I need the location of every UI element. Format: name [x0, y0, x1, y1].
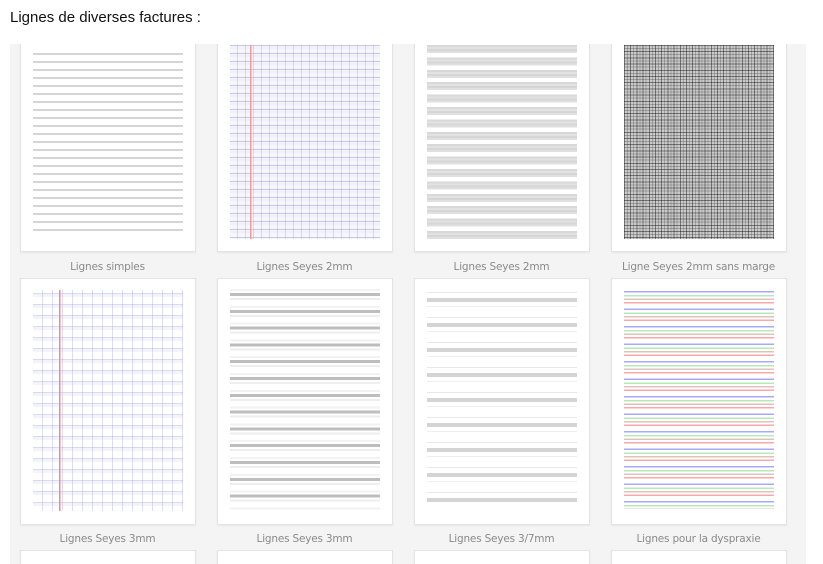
paper-card[interactable] — [611, 550, 787, 564]
paper-caption[interactable]: Lignes Seyes 3mm — [256, 533, 353, 545]
paper-caption[interactable]: Lignes Seyes 2mm — [256, 261, 353, 273]
paper-preview — [230, 289, 380, 511]
paper-card-seyes-2mm-margin[interactable] — [217, 44, 393, 252]
paper-card-dyspraxia[interactable] — [611, 278, 787, 525]
paper-card-simple-lines[interactable] — [20, 44, 196, 252]
paper-caption[interactable]: Lignes simples — [70, 261, 145, 273]
paper-card[interactable] — [217, 550, 393, 564]
paper-preview — [427, 292, 577, 506]
paper-caption[interactable]: Lignes Seyes 3mm — [59, 533, 156, 545]
paper-preview — [33, 47, 183, 236]
paper-preview — [624, 291, 774, 509]
paper-caption[interactable]: Ligne Seyes 2mm sans marge — [621, 261, 776, 273]
paper-preview — [230, 45, 380, 239]
paper-card-grid-no-margin[interactable] — [611, 44, 787, 252]
paper-card-seyes-2mm-gray[interactable] — [414, 44, 590, 252]
paper-gallery: Lignes simples Lignes Seyes 2mm Lignes S… — [10, 44, 806, 564]
paper-caption[interactable]: Lignes pour la dyspraxie — [636, 533, 761, 545]
page-heading: Lignes de diverses factures : — [10, 9, 201, 26]
paper-card-seyes-3-7mm[interactable] — [414, 278, 590, 525]
paper-caption[interactable]: Lignes Seyes 2mm — [453, 261, 550, 273]
paper-caption[interactable]: Lignes Seyes 3/7mm — [448, 533, 555, 545]
paper-card[interactable] — [20, 550, 196, 564]
paper-card-seyes-3mm-gray[interactable] — [217, 278, 393, 525]
paper-preview — [33, 290, 183, 511]
paper-preview — [624, 45, 774, 239]
paper-preview — [427, 45, 577, 239]
paper-card[interactable] — [414, 550, 590, 564]
paper-card-seyes-3mm-margin[interactable] — [20, 278, 196, 525]
